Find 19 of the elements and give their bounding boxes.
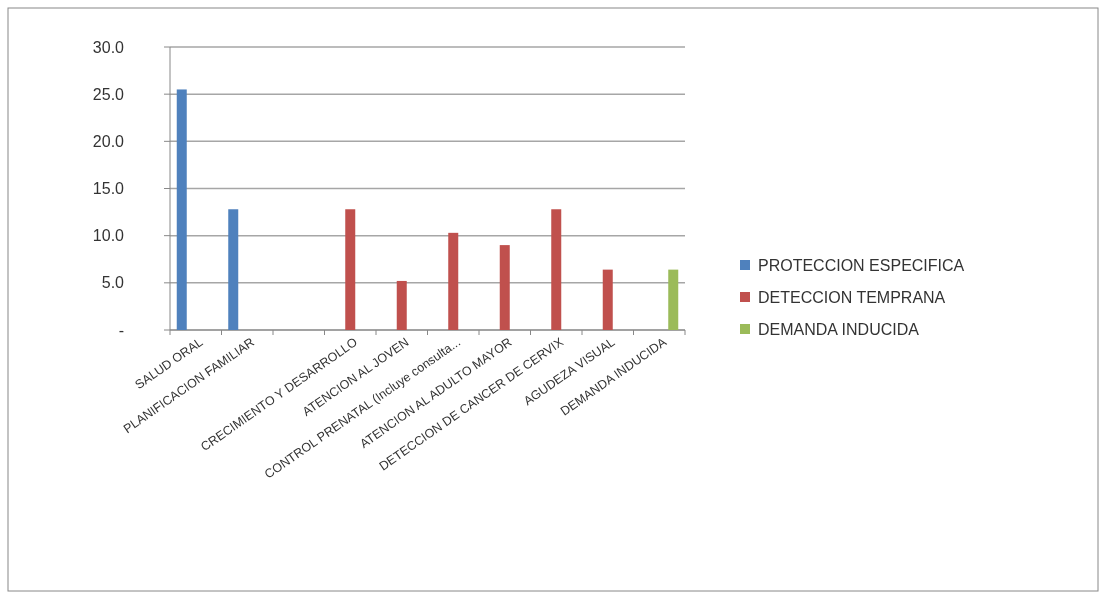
bar bbox=[551, 209, 562, 330]
bar bbox=[668, 269, 679, 330]
y-tick-label: - bbox=[118, 321, 124, 339]
bar bbox=[448, 232, 459, 330]
legend-label: DETECCION TEMPRANA bbox=[758, 288, 946, 306]
y-tick-label: 15.0 bbox=[92, 180, 125, 198]
y-tick-label: 10.0 bbox=[92, 227, 125, 245]
legend-label: DEMANDA INDUCIDA bbox=[758, 320, 920, 338]
bar bbox=[228, 209, 239, 330]
bar bbox=[176, 89, 187, 330]
y-tick-label: 20.0 bbox=[92, 132, 125, 150]
bar bbox=[396, 280, 407, 330]
y-tick-label: 5.0 bbox=[101, 274, 125, 292]
bar bbox=[345, 209, 356, 330]
bar bbox=[602, 269, 613, 330]
y-tick-label: 25.0 bbox=[92, 85, 125, 103]
bar bbox=[499, 245, 510, 330]
legend-label: PROTECCION ESPECIFICA bbox=[758, 256, 965, 274]
y-tick-label: 30.0 bbox=[92, 38, 125, 56]
